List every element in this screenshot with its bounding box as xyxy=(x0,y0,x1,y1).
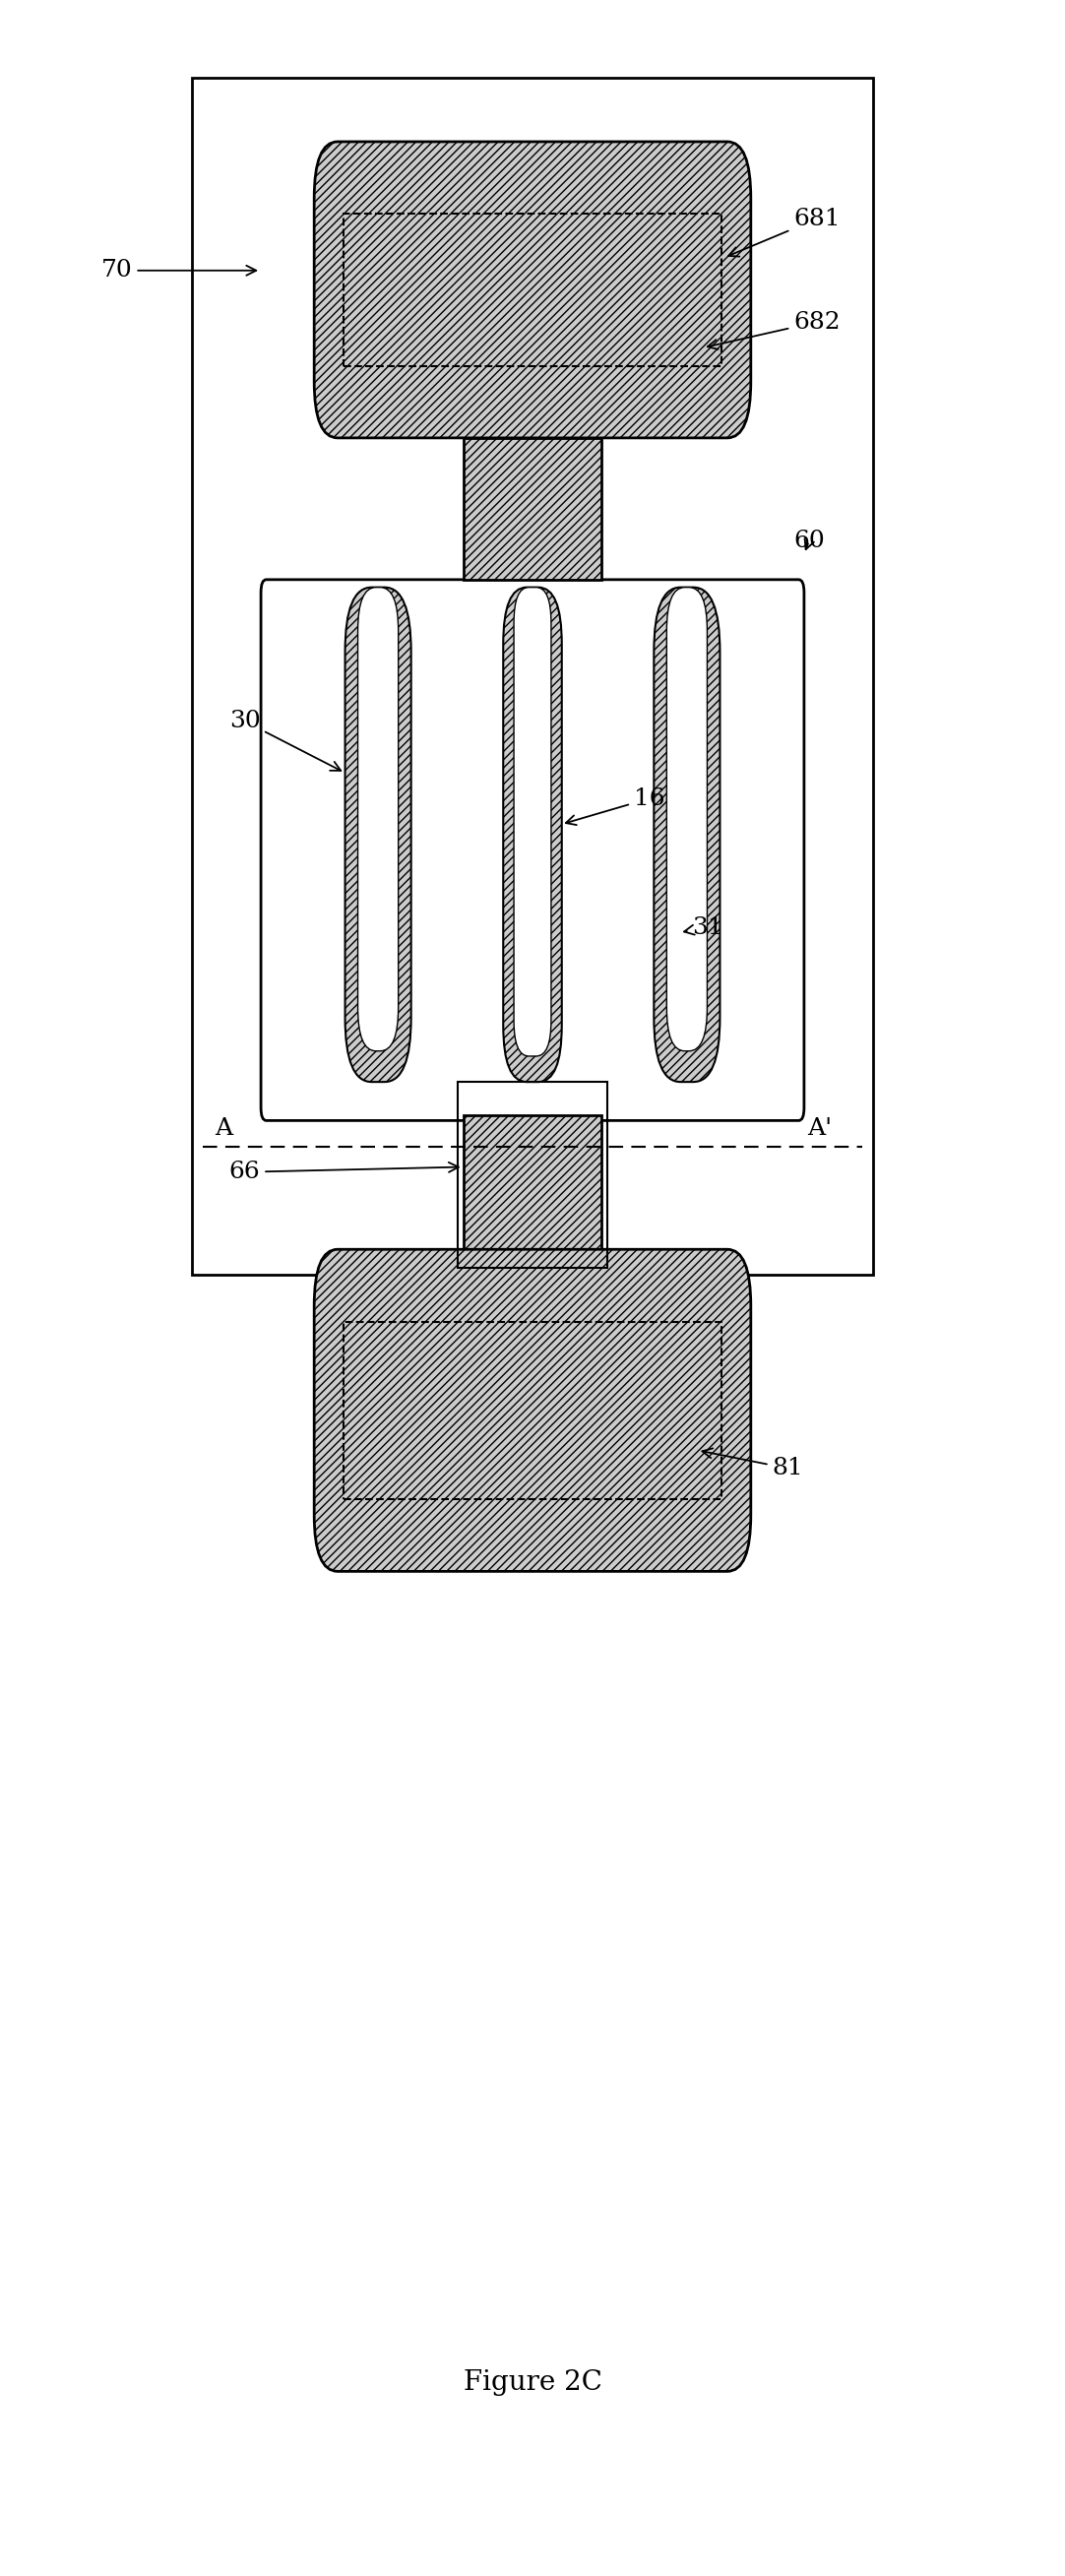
FancyBboxPatch shape xyxy=(314,1249,751,1571)
Bar xyxy=(458,1082,607,1267)
Text: 682: 682 xyxy=(707,312,840,350)
Text: 31: 31 xyxy=(684,917,723,938)
Bar xyxy=(463,1115,602,1249)
FancyBboxPatch shape xyxy=(314,142,751,438)
Text: A': A' xyxy=(807,1118,833,1139)
FancyBboxPatch shape xyxy=(513,587,552,1056)
Text: 681: 681 xyxy=(728,209,840,258)
FancyBboxPatch shape xyxy=(358,587,398,1051)
Text: 30: 30 xyxy=(229,711,341,770)
Text: A: A xyxy=(215,1118,232,1139)
Bar xyxy=(344,1321,721,1499)
Bar xyxy=(344,214,721,366)
FancyBboxPatch shape xyxy=(261,580,804,1121)
Text: 16: 16 xyxy=(566,788,665,824)
Text: Figure 2C: Figure 2C xyxy=(463,2370,602,2396)
Bar xyxy=(463,438,602,580)
FancyBboxPatch shape xyxy=(345,587,411,1082)
Text: 66: 66 xyxy=(229,1162,459,1182)
FancyBboxPatch shape xyxy=(503,587,562,1082)
Text: 81: 81 xyxy=(702,1448,803,1479)
FancyBboxPatch shape xyxy=(667,587,707,1051)
Text: 70: 70 xyxy=(101,260,257,281)
FancyBboxPatch shape xyxy=(654,587,720,1082)
Bar xyxy=(192,77,873,1275)
Text: 60: 60 xyxy=(793,531,824,551)
